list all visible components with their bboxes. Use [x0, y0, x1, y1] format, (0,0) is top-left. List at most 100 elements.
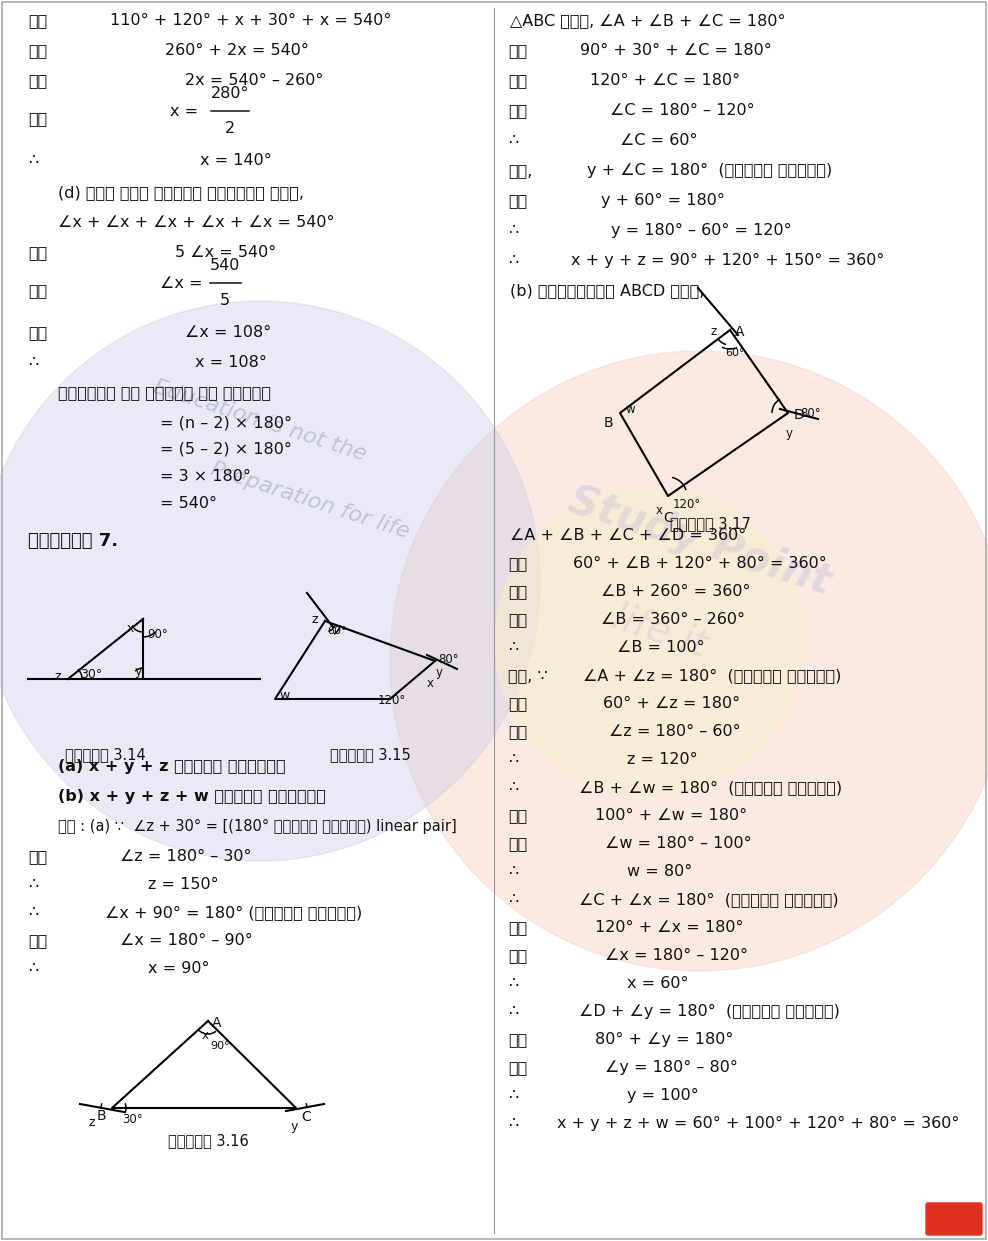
Text: 90°: 90° [210, 1041, 229, 1051]
Text: या: या [508, 920, 528, 934]
Text: z: z [311, 613, 317, 625]
Text: x + y + z = 90° + 120° + 150° = 360°: x + y + z = 90° + 120° + 150° = 360° [571, 253, 884, 268]
Text: ∴: ∴ [508, 253, 518, 268]
Text: y = 100°: y = 100° [627, 1088, 699, 1103]
Text: आकृति 3.16: आकृति 3.16 [168, 1133, 248, 1148]
Text: y: y [135, 664, 142, 678]
Text: ∴: ∴ [508, 864, 518, 879]
Text: ∠B + 260° = 360°: ∠B + 260° = 360° [601, 585, 751, 599]
Text: 100° + ∠w = 180°: 100° + ∠w = 180° [595, 808, 747, 823]
Text: A: A [735, 325, 745, 339]
Circle shape [0, 302, 540, 861]
Text: या: या [508, 103, 528, 118]
Text: w: w [279, 689, 289, 702]
Text: B: B [97, 1109, 107, 1123]
Text: ∠B = 100°: ∠B = 100° [617, 640, 704, 655]
Text: y = 180° – 60° = 120°: y = 180° – 60° = 120° [611, 223, 791, 238]
Text: आकृति 3.14: आकृति 3.14 [64, 747, 145, 762]
Text: 540: 540 [209, 258, 240, 273]
Text: ∠C = 60°: ∠C = 60° [620, 133, 698, 148]
Text: ∴: ∴ [508, 1088, 518, 1103]
Text: अब,: अब, [508, 163, 533, 177]
Text: या: या [508, 696, 528, 711]
Text: ∴: ∴ [28, 877, 39, 892]
Text: Education is not the: Education is not the [151, 377, 370, 465]
Text: ∠z = 180° – 60°: ∠z = 180° – 60° [609, 724, 741, 738]
Text: 5: 5 [220, 293, 230, 308]
Text: या: या [508, 948, 528, 963]
Text: 120° + ∠x = 180°: 120° + ∠x = 180° [595, 920, 744, 934]
Text: x + y + z + w = 60° + 100° + 120° + 80° = 360°: x + y + z + w = 60° + 100° + 120° + 80° … [557, 1116, 959, 1131]
Text: या: या [28, 849, 47, 864]
Text: y + ∠C = 180°  (रैखिक युग्म): y + ∠C = 180° (रैखिक युग्म) [587, 163, 832, 177]
Text: ∠y = 180° – 80°: ∠y = 180° – 80° [605, 1060, 738, 1075]
Text: या: या [28, 12, 47, 29]
Text: ∠x = 108°: ∠x = 108° [185, 325, 272, 340]
Text: 2x = 540° – 260°: 2x = 540° – 260° [185, 73, 323, 88]
Text: z = 120°: z = 120° [627, 752, 698, 767]
Text: ∴: ∴ [508, 892, 518, 907]
Text: Preparation for life: Preparation for life [207, 459, 412, 542]
Text: B: B [604, 416, 614, 429]
Text: ∠x + 90° = 180° (रैखिक युग्म): ∠x + 90° = 180° (रैखिक युग्म) [105, 905, 363, 920]
Text: या: या [508, 724, 528, 738]
Text: ∴: ∴ [28, 905, 39, 920]
Text: 80°: 80° [800, 407, 821, 419]
Text: ∠z = 180° – 30°: ∠z = 180° – 30° [120, 849, 252, 864]
Text: 120°: 120° [673, 498, 701, 511]
Text: life it: life it [608, 598, 712, 664]
Text: 60° + ∠B + 120° + 80° = 360°: 60° + ∠B + 120° + 80° = 360° [573, 556, 827, 571]
Text: हल : (a) ∵  ∠z + 30° = [(180° रैखिक युग्म) linear pair]: हल : (a) ∵ ∠z + 30° = [(180° रैखिक युग्म… [58, 819, 456, 834]
Text: या: या [28, 43, 47, 58]
Text: 30°: 30° [80, 668, 102, 680]
Text: आकृति 3.15: आकृति 3.15 [330, 747, 410, 762]
Text: ∠A + ∠B + ∠C + ∠D = 360°: ∠A + ∠B + ∠C + ∠D = 360° [510, 527, 746, 544]
Text: z: z [710, 325, 716, 338]
Text: ∠C + ∠x = 180°  (रैखिक युग्म): ∠C + ∠x = 180° (रैखिक युग्म) [579, 892, 839, 907]
Text: या: या [508, 585, 528, 599]
Text: या: या [508, 194, 528, 208]
Text: आकृति 3.17: आकृति 3.17 [670, 516, 751, 531]
Text: ∠x + ∠x + ∠x + ∠x + ∠x = 540°: ∠x + ∠x + ∠x + ∠x + ∠x = 540° [58, 215, 335, 230]
FancyBboxPatch shape [926, 1203, 982, 1235]
Text: = (n – 2) × 180°: = (n – 2) × 180° [160, 414, 292, 429]
Text: ∴: ∴ [508, 975, 518, 992]
Text: (b) चतुर्भुज ABCD में,: (b) चतुर्भुज ABCD में, [510, 283, 704, 298]
Text: 120° + ∠C = 180°: 120° + ∠C = 180° [590, 73, 740, 88]
Text: D: D [794, 408, 805, 422]
Text: y: y [436, 666, 443, 679]
Text: अब, ∵: अब, ∵ [508, 668, 547, 683]
Text: 280°: 280° [210, 86, 249, 101]
Text: 5 ∠x = 540°: 5 ∠x = 540° [175, 244, 277, 261]
Text: 260° + 2x = 540°: 260° + 2x = 540° [165, 43, 309, 58]
Text: ∠B = 360° – 260°: ∠B = 360° – 260° [601, 612, 745, 627]
Text: ∴: ∴ [508, 752, 518, 767]
Circle shape [495, 486, 805, 795]
Text: 2: 2 [225, 122, 235, 137]
Text: या: या [28, 325, 47, 340]
Text: या: या [28, 244, 47, 261]
Text: या: या [508, 1033, 528, 1047]
Text: x = 140°: x = 140° [200, 153, 272, 168]
Text: = (5 – 2) × 180°: = (5 – 2) × 180° [160, 442, 291, 457]
Text: ∴: ∴ [508, 1116, 518, 1131]
Text: ∴: ∴ [28, 961, 39, 975]
Text: या: या [28, 283, 47, 298]
Text: या: या [28, 933, 47, 948]
Text: ∴: ∴ [508, 1004, 518, 1019]
Text: y: y [786, 427, 793, 441]
Text: 60°: 60° [725, 347, 745, 357]
Text: ∴: ∴ [508, 640, 518, 655]
Text: (d) दिए हुए आकृति पंचभुज में,: (d) दिए हुए आकृति पंचभुज में, [58, 185, 304, 200]
Text: 110° + 120° + x + 30° + x = 540°: 110° + 120° + x + 30° + x = 540° [110, 12, 391, 29]
Text: y: y [291, 1119, 298, 1133]
Text: ∴: ∴ [508, 133, 518, 148]
Text: z: z [54, 669, 60, 683]
Text: या: या [508, 556, 528, 571]
Text: x =: x = [170, 103, 199, 118]
Text: ∴: ∴ [28, 153, 39, 168]
Text: x = 108°: x = 108° [195, 355, 267, 370]
Text: या: या [508, 73, 528, 88]
Text: 80° + ∠y = 180°: 80° + ∠y = 180° [595, 1033, 733, 1047]
Text: 120°: 120° [378, 694, 406, 707]
